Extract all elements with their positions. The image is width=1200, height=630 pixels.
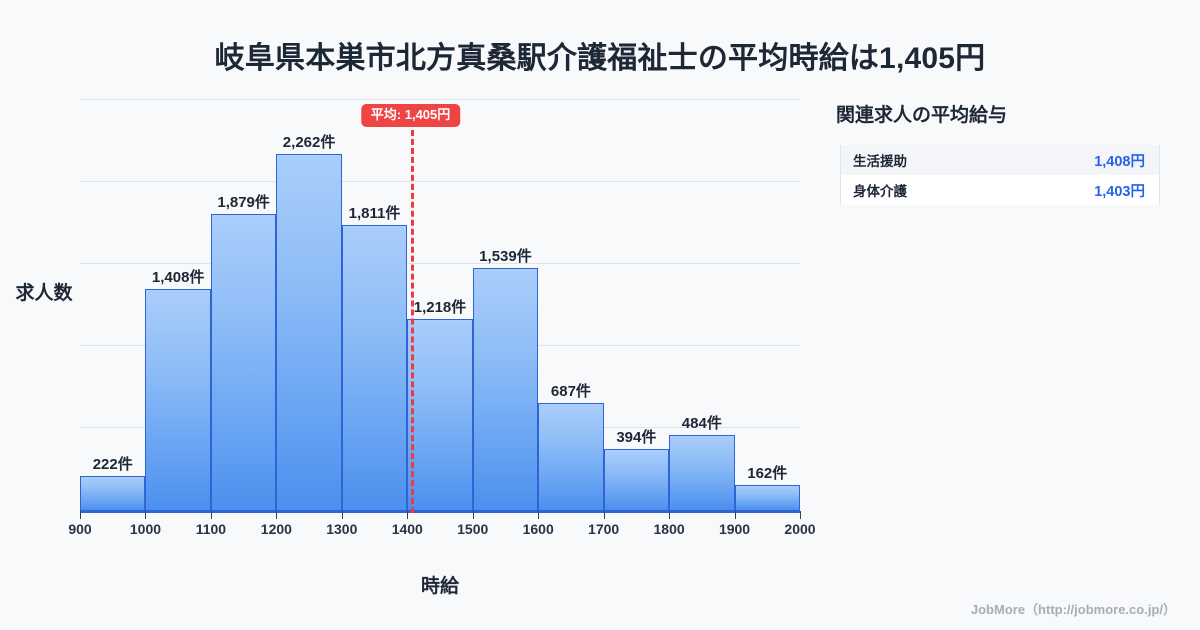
histogram-bar <box>80 475 146 511</box>
x-axis-tick-label: 1800 <box>653 521 685 537</box>
histogram-bar <box>341 225 408 511</box>
x-axis-tick-label: 1300 <box>326 521 358 537</box>
x-axis-line <box>80 511 800 513</box>
histogram-bar <box>669 434 735 511</box>
x-axis-tickmark <box>538 511 540 519</box>
average-badge: 平均: 1,405円 <box>360 104 461 128</box>
x-axis-title: 時給 <box>420 576 459 597</box>
bar-value-label: 394件 <box>616 428 657 446</box>
bar-value-label: 484件 <box>681 414 722 432</box>
x-axis-tickmark <box>472 511 474 519</box>
bar-value-label: 1,218件 <box>413 298 467 316</box>
histogram-bar <box>276 153 342 511</box>
related-job-label: 生活援助 <box>853 154 907 169</box>
histogram-bar <box>538 402 604 511</box>
bar-value-label: 1,879件 <box>217 194 270 212</box>
x-axis-tickmark <box>276 511 278 519</box>
x-axis-tickmark <box>407 511 409 519</box>
x-axis-tick-label: 1500 <box>457 521 489 537</box>
histogram-bar <box>603 448 670 511</box>
related-job-row[interactable]: 身体介護 1,403円 <box>841 175 1159 205</box>
histogram-bar <box>734 485 800 511</box>
average-line <box>410 130 414 513</box>
x-axis-tick-label: 1900 <box>718 521 751 537</box>
related-jobs-panel: 関連求人の平均給与 生活援助 1,408円身体介護 1,403円 <box>836 100 1166 205</box>
x-axis-tick-label: 1100 <box>195 521 227 537</box>
related-job-value: 1,403円 <box>1094 183 1145 200</box>
x-axis-tick-label: 1400 <box>391 521 423 537</box>
x-axis-tick-label: 1700 <box>588 521 620 537</box>
bar-value-label: 2,262件 <box>282 133 336 151</box>
x-axis-tickmark <box>603 511 605 519</box>
gridline <box>80 181 800 182</box>
histogram-bar <box>145 288 211 511</box>
x-axis-tickmark <box>800 511 801 519</box>
bar-value-label: 1,811件 <box>348 205 401 223</box>
histogram-bar <box>407 318 473 511</box>
bar-value-label: 162件 <box>747 465 788 483</box>
bar-value-label: 1,539件 <box>479 248 532 266</box>
bar-value-label: 1,408件 <box>151 268 205 286</box>
x-axis-tick-label: 1600 <box>522 521 554 537</box>
related-jobs-table: 生活援助 1,408円身体介護 1,403円 <box>840 145 1160 205</box>
x-axis-tickmark <box>341 511 343 519</box>
related-job-value: 1,408円 <box>1094 153 1145 170</box>
gridline <box>80 99 800 100</box>
bar-value-label: 687件 <box>550 382 591 400</box>
histogram-bar <box>472 268 539 511</box>
page-title: 岐阜県本巣市北方真桑駅介護福祉士の平均時給は1,405円 <box>214 42 986 75</box>
related-job-row[interactable]: 生活援助 1,408円 <box>841 145 1159 175</box>
x-axis-tickmark <box>210 511 212 519</box>
bar-value-label: 222件 <box>92 455 133 473</box>
x-axis-tick-label: 2000 <box>784 521 816 537</box>
related-job-label: 身体介護 <box>853 184 907 199</box>
related-jobs-heading: 関連求人の平均給与 <box>836 105 1008 126</box>
x-axis-tick-label: 1000 <box>129 521 162 537</box>
x-axis-tickmark <box>669 511 671 519</box>
y-axis-title: 求人数 <box>15 283 73 304</box>
x-axis-tickmark <box>734 511 736 519</box>
bar-series <box>80 99 800 511</box>
x-axis-tick-label: 1200 <box>260 521 292 537</box>
gridline <box>80 263 800 264</box>
x-axis-tick-label: 900 <box>68 521 92 537</box>
footer-watermark: JobMore（http://jobmore.co.jp/） <box>970 602 1176 617</box>
histogram-bar <box>210 214 277 511</box>
x-axis-tickmark <box>80 511 81 519</box>
x-axis-tickmark <box>145 511 147 519</box>
